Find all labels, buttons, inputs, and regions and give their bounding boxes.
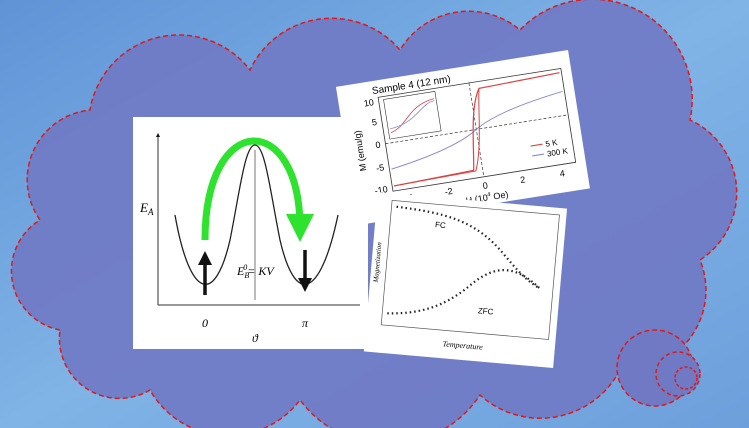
bubble: [675, 367, 697, 389]
text-part: = KV: [247, 264, 275, 278]
slide: EA EB0= KV 0 π ϑ Sample 4 (12 nm) M (emu…: [0, 0, 749, 428]
fc-zfc-figure: FC ZFC Magnetization Temperature: [364, 192, 567, 368]
text-part: A: [147, 207, 154, 217]
y-tick-label: 10: [363, 97, 374, 108]
energy-figure: EA EB0= KV 0 π ϑ: [133, 117, 368, 349]
y-tick-label: -5: [375, 162, 384, 173]
fc-label: FC: [435, 220, 447, 230]
barrier-label: EB0= KV: [236, 263, 275, 280]
x-tick-label: π: [302, 316, 309, 330]
x-tick-label: 0: [202, 316, 208, 330]
text-part: E: [139, 200, 148, 215]
zfc-label: ZFC: [477, 306, 493, 316]
x-tick-label: -2: [444, 186, 453, 197]
